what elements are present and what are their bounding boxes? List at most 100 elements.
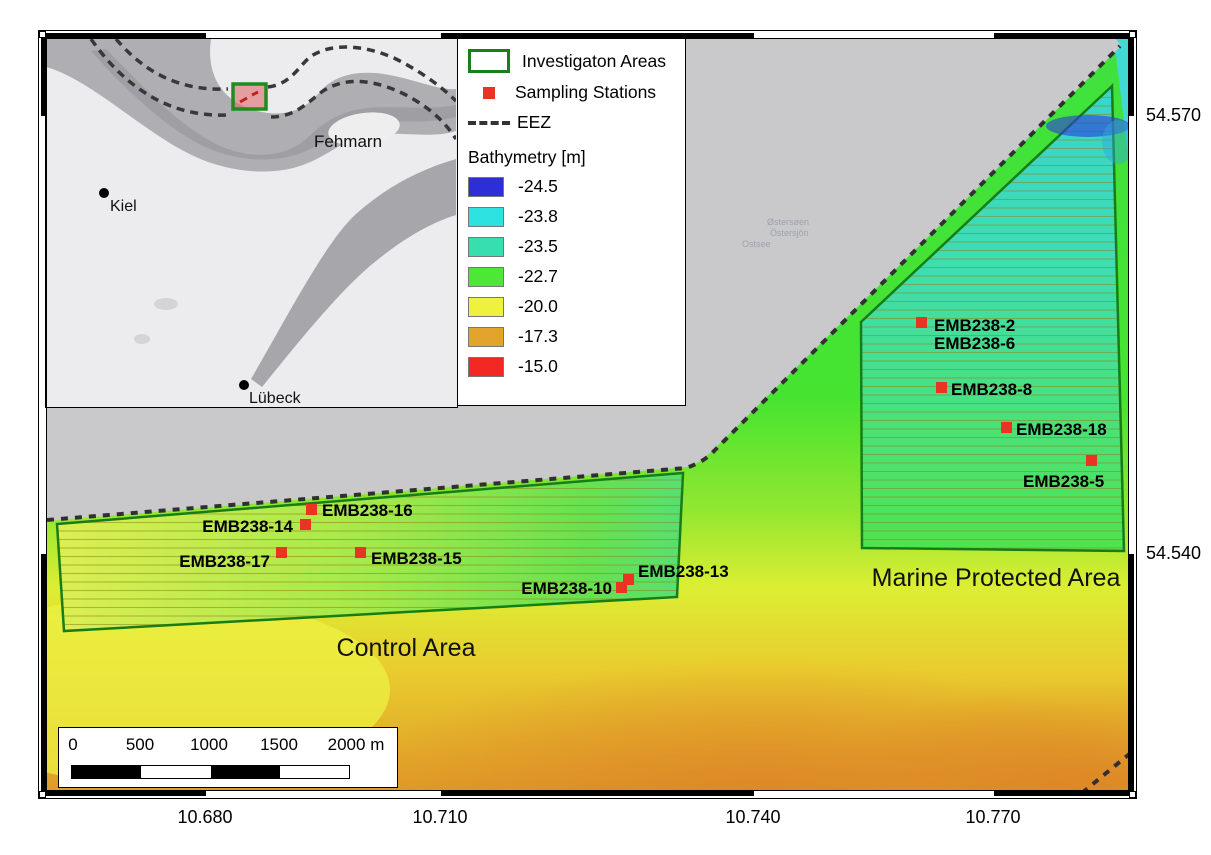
bathymetry-class-value: -22.7 xyxy=(518,266,558,286)
inset-water-core xyxy=(91,49,456,160)
control-area-label: Control Area xyxy=(337,634,476,662)
bathymetry-class-value: -20.0 xyxy=(518,296,558,316)
x-axis-tick: 10.680 xyxy=(177,807,233,827)
bathymetry-swatch-icon xyxy=(468,176,504,197)
bathymetry-class-row: -20.0 xyxy=(468,296,685,317)
inset-eez-lines xyxy=(89,37,458,140)
station-label: EMB238-17 xyxy=(179,552,270,571)
scale-bar: 0 500 1000 1500 2000 m xyxy=(58,727,398,788)
frame-corner xyxy=(39,31,46,38)
x-axis-tick: 10.740 xyxy=(725,807,781,827)
bathymetry-class-value: -15.0 xyxy=(518,356,558,376)
x-axis-tick: 10.710 xyxy=(412,807,468,827)
inset-lake xyxy=(154,298,178,310)
station-labels: EMB238-2 EMB238-6 EMB238-8 EMB238-18 EMB… xyxy=(179,316,1106,598)
station-marker xyxy=(306,504,317,515)
scale-tick: 1000 xyxy=(190,735,228,754)
bathymetry-class-value: -24.5 xyxy=(518,176,558,196)
mpa-blue-patch xyxy=(1046,115,1128,137)
inset-study-area-box xyxy=(231,82,268,111)
frame-corner xyxy=(39,791,46,798)
frame-corner xyxy=(1129,791,1136,798)
mpa-polygon xyxy=(859,83,1128,553)
station-label: EMB238-14 xyxy=(202,517,293,536)
investigation-area-swatch-icon xyxy=(468,49,510,73)
scale-tick: 1500 xyxy=(260,735,298,754)
bathymetry-swatch-icon xyxy=(468,266,504,287)
station-label: EMB238-2 xyxy=(934,316,1015,335)
mpa-blue-patch-2 xyxy=(1102,120,1128,164)
control-area-polygon xyxy=(55,471,685,633)
station-label: EMB238-6 xyxy=(934,334,1015,353)
bathymetry-class-value: -23.8 xyxy=(518,206,558,226)
bathymetry-swatch-icon xyxy=(468,356,504,377)
bathymetry-swatch-icon xyxy=(468,296,504,317)
legend-item-label: Sampling Stations xyxy=(515,82,657,102)
mpa-label: Marine Protected Area xyxy=(872,564,1121,592)
station-marker xyxy=(616,582,627,593)
scale-segment xyxy=(279,766,349,778)
legend-panel: Investigaton Areas Sampling Stations EEZ… xyxy=(457,38,686,406)
bathymetry-swatch-icon xyxy=(468,326,504,347)
legend-item-eez: EEZ xyxy=(468,112,685,133)
inset-kiel-dot xyxy=(99,188,109,198)
frame-band-top xyxy=(41,33,1133,39)
station-label: EMB238-5 xyxy=(1023,472,1104,491)
legend-item-label: EEZ xyxy=(517,112,552,132)
x-axis-tick: 10.770 xyxy=(965,807,1021,827)
bathymetry-class-row: -15.0 xyxy=(468,356,685,377)
scale-segment xyxy=(141,766,211,778)
bathymetry-class-row: -23.8 xyxy=(468,206,685,227)
frame-band-bottom xyxy=(41,790,1133,796)
station-label: EMB238-18 xyxy=(1016,420,1107,439)
eez-line xyxy=(47,44,1122,522)
station-label: EMB238-10 xyxy=(521,579,612,598)
map-frame xyxy=(38,30,1137,799)
inset-luebeck-dot xyxy=(239,380,249,390)
inset-kiel-label: Kiel xyxy=(110,198,137,215)
y-axis-tick: 54.570 xyxy=(1146,105,1202,125)
bathymetry-class-row: -22.7 xyxy=(468,266,685,287)
frame-corner xyxy=(1129,31,1136,38)
bathymetry-class-row: -17.3 xyxy=(468,326,685,347)
inset-water-luebeck-bight xyxy=(251,159,456,387)
station-markers xyxy=(276,317,1097,593)
station-label: EMB238-13 xyxy=(638,562,729,581)
bathymetry-class-value: -17.3 xyxy=(518,326,558,346)
station-label: EMB238-16 xyxy=(322,501,413,520)
bathymetry-class-value: -23.5 xyxy=(518,236,558,256)
frame-band-left xyxy=(41,33,47,795)
legend-item-investigation-areas: Investigaton Areas xyxy=(468,49,685,73)
station-label: EMB238-15 xyxy=(371,549,462,568)
inset-fehmarn-island xyxy=(328,112,400,146)
inset-luebeck-label: Lübeck xyxy=(249,390,302,406)
station-marker xyxy=(936,382,947,393)
station-label: EMB238-8 xyxy=(951,380,1032,399)
scale-tick: 0 xyxy=(68,735,78,754)
station-marker xyxy=(300,519,311,530)
scale-tick: 500 xyxy=(125,735,155,754)
sea-label-se: Östersjön xyxy=(770,228,809,238)
bathymetry-class-row: -23.5 xyxy=(468,236,685,257)
sea-label-dk: Østersøen xyxy=(767,217,809,227)
inset-map-svg: Kiel Lübeck Fehmarn xyxy=(46,37,458,407)
station-marker xyxy=(355,547,366,558)
bathymetry-legend-title: Bathymetry [m] xyxy=(468,147,586,167)
sampling-station-swatch-icon xyxy=(483,86,495,99)
legend-item-label: Investigaton Areas xyxy=(522,50,666,71)
inset-map: Kiel Lübeck Fehmarn xyxy=(45,37,458,408)
station-marker xyxy=(1086,455,1097,466)
eez-dash-swatch-icon xyxy=(468,120,510,125)
frame-band-right xyxy=(1128,33,1134,795)
station-marker xyxy=(623,574,634,585)
station-marker xyxy=(276,547,287,558)
inset-fehmarn-label: Fehmarn xyxy=(314,132,382,151)
sea-label-de: Ostsee xyxy=(742,239,771,249)
scale-segment xyxy=(72,766,142,778)
scale-bar-segments xyxy=(71,765,350,779)
bathymetry-swatch-icon xyxy=(468,236,504,257)
eez-line-corner xyxy=(1082,752,1128,790)
bathymetry-orange-patch-2 xyxy=(820,680,1128,790)
bathymetry-swatch-icon xyxy=(468,206,504,227)
